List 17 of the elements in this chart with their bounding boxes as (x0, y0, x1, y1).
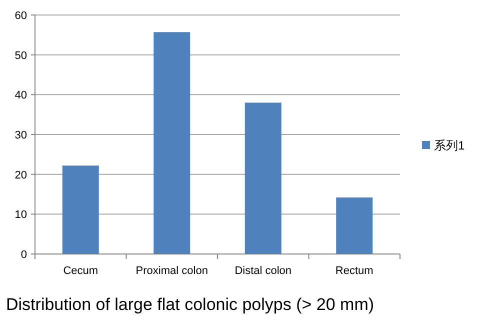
y-tick-label: 20 (14, 169, 27, 182)
y-tick-label: 30 (14, 130, 27, 142)
y-tick-label: 60 (14, 10, 27, 22)
bar (62, 166, 99, 254)
bar (244, 102, 282, 254)
y-tick-label: 40 (14, 90, 27, 102)
x-tick-label: Distal colon (234, 265, 292, 277)
legend-label: 系列1 (434, 138, 465, 152)
x-tick-label: Rectum (335, 265, 374, 277)
x-tick-label: Proximal colon (136, 265, 208, 277)
y-tick-label: 50 (14, 50, 27, 62)
x-tick-label: Cecum (63, 265, 98, 277)
y-tick-label: 10 (14, 209, 27, 222)
bar (336, 197, 373, 254)
text: Distribution of large flat colonic polyps (> 20 mm) (6, 295, 374, 314)
y-tick-label: 0 (20, 249, 27, 261)
bar (154, 32, 190, 254)
